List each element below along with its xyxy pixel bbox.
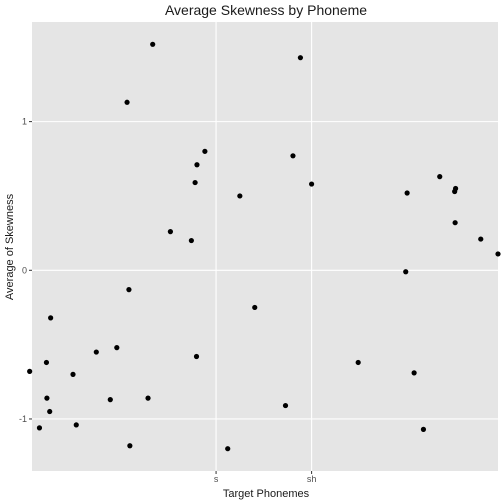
data-point xyxy=(127,443,133,449)
x-axis: s sh xyxy=(214,471,317,484)
data-point xyxy=(36,425,43,431)
data-point xyxy=(355,359,361,366)
data-point xyxy=(202,148,208,154)
data-point xyxy=(73,422,79,428)
data-point xyxy=(404,190,410,196)
y-tick-label: -1 xyxy=(19,414,27,424)
data-point xyxy=(150,41,156,47)
data-point xyxy=(124,99,130,105)
data-point xyxy=(420,426,427,432)
y-axis-title: Average of Skewness xyxy=(4,193,16,300)
data-point xyxy=(188,237,194,244)
y-tick-label: 1 xyxy=(22,117,27,127)
data-point xyxy=(193,353,200,360)
data-point xyxy=(145,395,151,401)
data-point xyxy=(167,229,174,235)
data-point xyxy=(225,446,231,452)
data-point xyxy=(93,349,99,355)
data-point xyxy=(411,370,417,376)
data-point xyxy=(282,402,289,409)
data-point xyxy=(237,193,243,199)
data-point xyxy=(495,251,501,257)
data-points xyxy=(27,41,501,452)
data-point xyxy=(297,55,304,61)
chart-title: Average Skewness by Phoneme xyxy=(165,2,367,18)
data-point xyxy=(478,236,484,242)
data-point xyxy=(403,269,409,275)
data-point xyxy=(107,397,113,403)
data-point xyxy=(452,185,459,192)
x-tick-label: s xyxy=(214,474,219,484)
grid-lines xyxy=(32,22,498,471)
x-axis-title: Target Phonemes xyxy=(223,488,310,500)
data-point xyxy=(309,181,315,187)
data-point xyxy=(437,174,443,180)
data-point xyxy=(70,371,76,377)
data-point xyxy=(114,344,120,351)
data-point xyxy=(48,315,54,321)
data-point xyxy=(252,304,258,311)
data-point xyxy=(43,359,50,366)
data-point xyxy=(27,368,33,374)
data-point xyxy=(192,179,198,186)
data-point xyxy=(194,162,200,168)
y-axis: -1 0 1 xyxy=(19,117,32,424)
data-point xyxy=(47,408,53,415)
data-point xyxy=(452,220,458,226)
y-tick-label: 0 xyxy=(22,265,27,275)
plot-panel xyxy=(32,22,498,471)
data-point xyxy=(290,153,296,159)
data-point xyxy=(126,287,132,293)
x-tick-label: sh xyxy=(307,474,317,484)
data-point xyxy=(44,395,50,401)
